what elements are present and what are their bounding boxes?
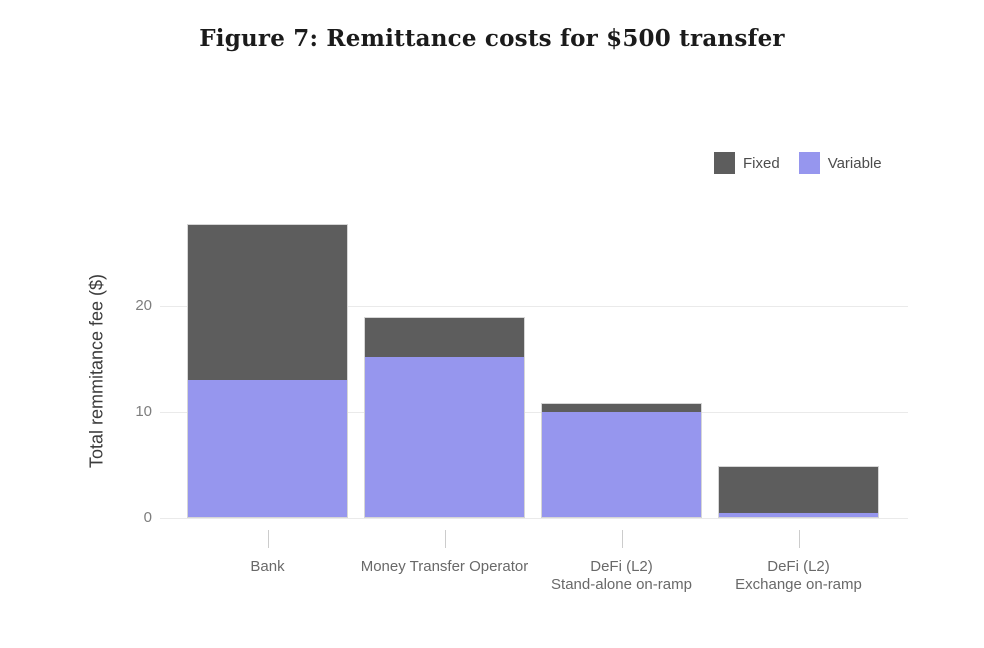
x-tick-mark <box>621 530 623 548</box>
bar-segment-fixed <box>188 224 347 380</box>
x-axis-label-line: Stand-alone on-ramp <box>551 576 692 593</box>
variable-swatch-icon <box>798 152 820 174</box>
legend-item-fixed[interactable]: Fixed <box>714 152 780 174</box>
x-axis-label: DeFi (L2) Stand-alone on-ramp <box>512 558 732 594</box>
y-axis-title: Total remmitance fee ($) <box>86 273 107 469</box>
x-axis-label-line: Exchange on-ramp <box>735 576 862 593</box>
y-tick-label: 0 <box>143 509 152 526</box>
legend: Fixed Variable <box>714 152 882 174</box>
x-axis-label: Money Transfer Operator <box>335 558 555 576</box>
bar-segment-fixed <box>365 318 524 358</box>
gridline-y-20 <box>160 305 908 307</box>
bar-group-1 <box>187 223 348 518</box>
fixed-swatch-icon <box>714 152 735 174</box>
bar-segment-fixed <box>542 404 701 412</box>
bar-segment-variable <box>188 379 347 517</box>
x-tick-mark <box>267 530 269 548</box>
x-axis-label: DeFi (L2) Exchange on-ramp <box>689 558 909 594</box>
x-axis-label-line: DeFi (L2) <box>590 558 653 575</box>
figure-title: Figure 7: Remittance costs for $500 tran… <box>199 25 785 52</box>
x-axis-label-line: Money Transfer Operator <box>360 558 529 575</box>
bar-segment-variable <box>365 357 524 517</box>
bar-group-4 <box>718 465 879 518</box>
legend-item-variable[interactable]: Variable <box>798 152 882 174</box>
x-tick-mark <box>444 530 446 548</box>
x-tick-mark <box>798 530 800 548</box>
bar-segment-variable <box>542 411 701 517</box>
gridline-y-0 <box>160 518 908 519</box>
gridline-y-10 <box>160 411 908 413</box>
y-tick-label: 20 <box>135 296 152 314</box>
bar-segment-variable <box>719 512 878 517</box>
bar-segment-fixed <box>719 466 878 513</box>
y-tick-label: 10 <box>135 402 152 420</box>
x-axis-label: Bank <box>158 558 378 576</box>
legend-item-label: Variable <box>827 154 882 172</box>
x-axis-label-line: DeFi (L2) <box>767 558 830 575</box>
x-axis-label-line: Bank <box>250 558 285 575</box>
bar-group-2 <box>364 317 525 518</box>
bar-group-3 <box>541 403 702 518</box>
legend-item-label: Fixed <box>743 154 780 172</box>
